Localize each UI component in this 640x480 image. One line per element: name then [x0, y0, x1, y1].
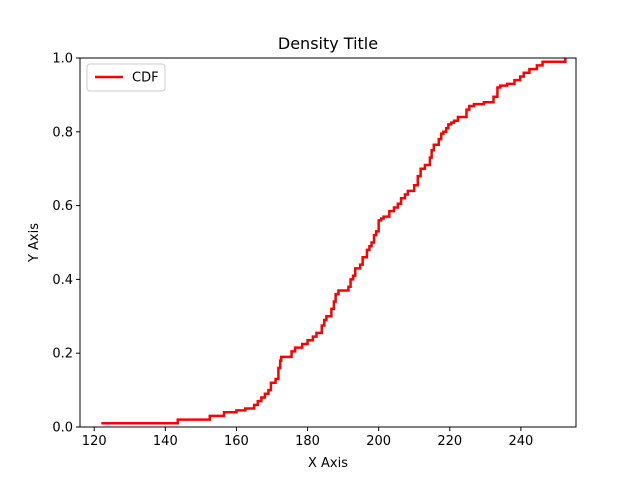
- legend: CDF: [86, 63, 166, 92]
- y-axis-label: Y Axis: [27, 223, 42, 263]
- y-tick-label: 0.8: [52, 125, 73, 140]
- series-layer: [101, 58, 567, 425]
- x-tick-label: 240: [508, 434, 533, 449]
- legend-box: [86, 63, 166, 92]
- y-tick-label: 1.0: [52, 52, 73, 67]
- x-axis-label: X Axis: [308, 456, 348, 471]
- x-tick-label: 220: [437, 434, 462, 449]
- x-tick-label: 160: [224, 434, 249, 449]
- x-tick-label: 180: [295, 434, 320, 449]
- chart-title: Density Title: [278, 34, 378, 53]
- legend-label-cdf: CDF: [132, 71, 159, 86]
- series-line-cdf: [101, 58, 567, 425]
- plot-area: [80, 58, 576, 427]
- y-tick-label: 0.2: [52, 347, 73, 362]
- y-tick-label: 0.6: [52, 199, 73, 214]
- plot-frame: [79, 57, 577, 428]
- y-tick-label: 0.0: [52, 421, 73, 436]
- x-tick-label: 140: [153, 434, 178, 449]
- x-tick-label: 200: [366, 434, 391, 449]
- axis-ticks: 120 140 160 180 200 220 240 0.0 0.2 0.4 0.6 0.8 1.0: [52, 52, 533, 450]
- y-tick-label: 0.4: [52, 273, 73, 288]
- x-tick-label: 120: [82, 434, 107, 449]
